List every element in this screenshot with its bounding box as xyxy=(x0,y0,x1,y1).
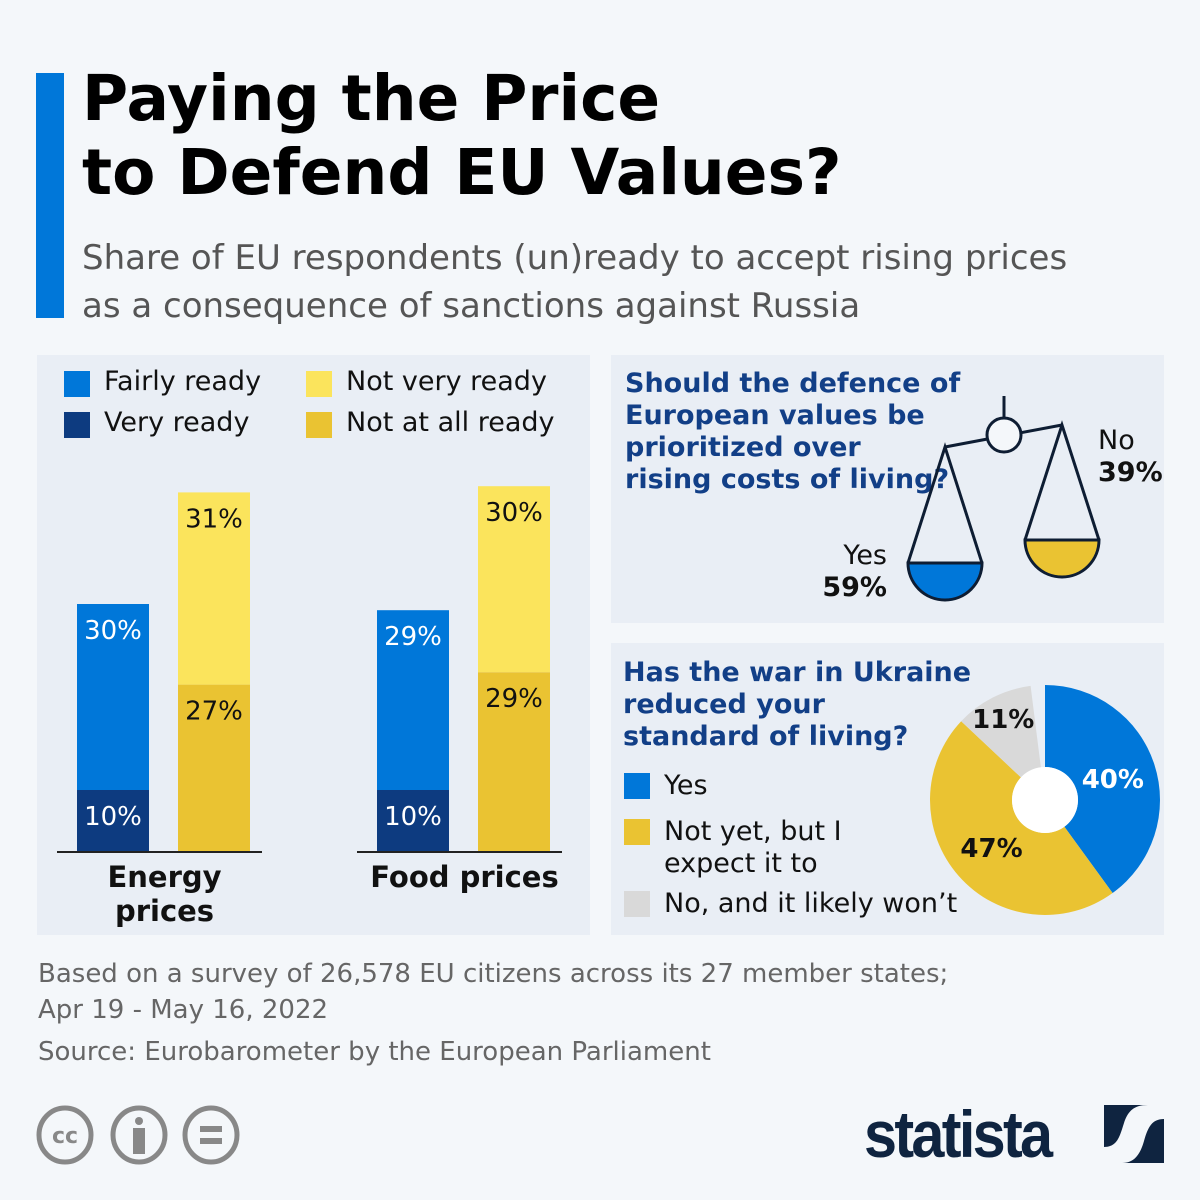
question-line: rising costs of living? xyxy=(625,464,950,495)
yes-label: Yes 59% xyxy=(787,540,887,604)
no-pan xyxy=(1023,538,1101,579)
bar-value-label: 30% xyxy=(485,498,543,528)
no-derivatives-icon xyxy=(182,1105,240,1165)
bar-value-label: 27% xyxy=(185,697,243,727)
legend-swatch xyxy=(306,412,332,438)
subtitle: Share of EU respondents (un)ready to acc… xyxy=(82,234,1067,330)
legend-not-very-ready: Not very ready xyxy=(306,366,547,397)
legend-not-at-all-ready: Not at all ready xyxy=(306,407,555,438)
question-line: Has the war in Ukraine xyxy=(623,657,972,688)
no-text: No xyxy=(1098,425,1135,456)
no-label: No 39% xyxy=(1098,425,1163,489)
bar-value-label: 31% xyxy=(185,504,243,534)
legend-label: Very ready xyxy=(104,407,250,438)
legend-very-ready: Very ready xyxy=(64,407,249,438)
subtitle-line-2: as a consequence of sanctions against Ru… xyxy=(82,286,861,326)
legend-swatch xyxy=(306,371,332,397)
attribution-icon xyxy=(110,1105,168,1165)
legend-swatch xyxy=(624,891,650,917)
legend-label: No, and it likely won’t xyxy=(664,888,958,919)
bar-not-at-all-ready xyxy=(478,672,550,852)
legend-label: Not yet, but I xyxy=(664,816,842,847)
donut-slice-yes xyxy=(1045,685,1160,894)
donut-hole xyxy=(1012,767,1078,833)
bar-value-label: 10% xyxy=(84,802,142,832)
scale-panel xyxy=(611,355,1164,623)
donut-slice-not-yet xyxy=(930,721,1113,915)
bar-fairly-ready xyxy=(77,604,149,790)
legend-label: Not very ready xyxy=(346,366,547,397)
no-value: 39% xyxy=(1098,457,1163,488)
donut-question: Has the war in Ukraine reduced your stan… xyxy=(623,657,971,753)
bar-not-very-ready xyxy=(478,486,550,673)
legend-label: Yes xyxy=(664,770,708,801)
bar-value-label: 29% xyxy=(384,622,442,652)
license-icons[interactable]: cc xyxy=(34,1105,244,1165)
note-line: Based on a survey of 26,578 EU citizens … xyxy=(38,959,949,989)
statista-logo: statista xyxy=(864,1097,1053,1171)
donut-value-label: 11% xyxy=(972,705,1034,735)
title-line-1: Paying the Price xyxy=(82,62,661,135)
donut-legend-not-yet: Not yet, but I expect it to xyxy=(624,816,842,880)
bar-not-at-all-ready xyxy=(178,684,250,852)
bar-value-label: 30% xyxy=(84,616,142,646)
category-label-energy: Energy prices xyxy=(107,860,222,928)
page-title: Paying the Price to Defend EU Values? xyxy=(82,62,842,210)
statista-logo-icon xyxy=(1104,1105,1164,1163)
bar-very-ready xyxy=(377,790,449,852)
legend-label: expect it to xyxy=(664,848,818,879)
question-line: Should the defence of xyxy=(625,368,961,399)
question-line: prioritized over xyxy=(625,432,861,463)
legend-swatch xyxy=(624,773,650,799)
yes-value: 59% xyxy=(822,572,887,603)
yes-text: Yes xyxy=(843,540,887,571)
title-line-2: to Defend EU Values? xyxy=(82,136,842,209)
scale-question: Should the defence of European values be… xyxy=(625,368,960,496)
question-line: standard of living? xyxy=(623,721,909,752)
svg-text:cc: cc xyxy=(52,1124,78,1149)
bar-very-ready xyxy=(77,790,149,852)
source: Source: Eurobarometer by the European Pa… xyxy=(38,1037,711,1067)
legend-label: Not at all ready xyxy=(346,407,555,438)
legend-swatch xyxy=(64,371,90,397)
legend-swatch xyxy=(624,819,650,845)
legend-fairly-ready: Fairly ready xyxy=(64,366,261,397)
accent-bar xyxy=(36,73,64,318)
question-line: reduced your xyxy=(623,689,825,720)
bar-value-label: 29% xyxy=(485,684,543,714)
legend-swatch xyxy=(64,412,90,438)
yes-pan xyxy=(906,561,984,602)
subtitle-line-1: Share of EU respondents (un)ready to acc… xyxy=(82,238,1068,278)
bar-value-label: 10% xyxy=(384,802,442,832)
donut-value-label: 40% xyxy=(1082,765,1144,795)
donut-value-label: 47% xyxy=(960,834,1022,864)
bar-fairly-ready xyxy=(377,610,449,790)
question-line: European values be xyxy=(625,400,925,431)
donut-legend-yes: Yes xyxy=(624,770,708,802)
note-line: Apr 19 - May 16, 2022 xyxy=(38,995,329,1025)
bar-not-very-ready xyxy=(178,492,250,685)
footnote: Based on a survey of 26,578 EU citizens … xyxy=(38,956,948,1028)
donut-slice-no xyxy=(961,685,1041,778)
donut-legend-no: No, and it likely won’t xyxy=(624,888,957,920)
cc-icon xyxy=(36,1105,94,1165)
category-label-food: Food prices xyxy=(370,860,559,894)
legend-label: Fairly ready xyxy=(104,366,262,397)
